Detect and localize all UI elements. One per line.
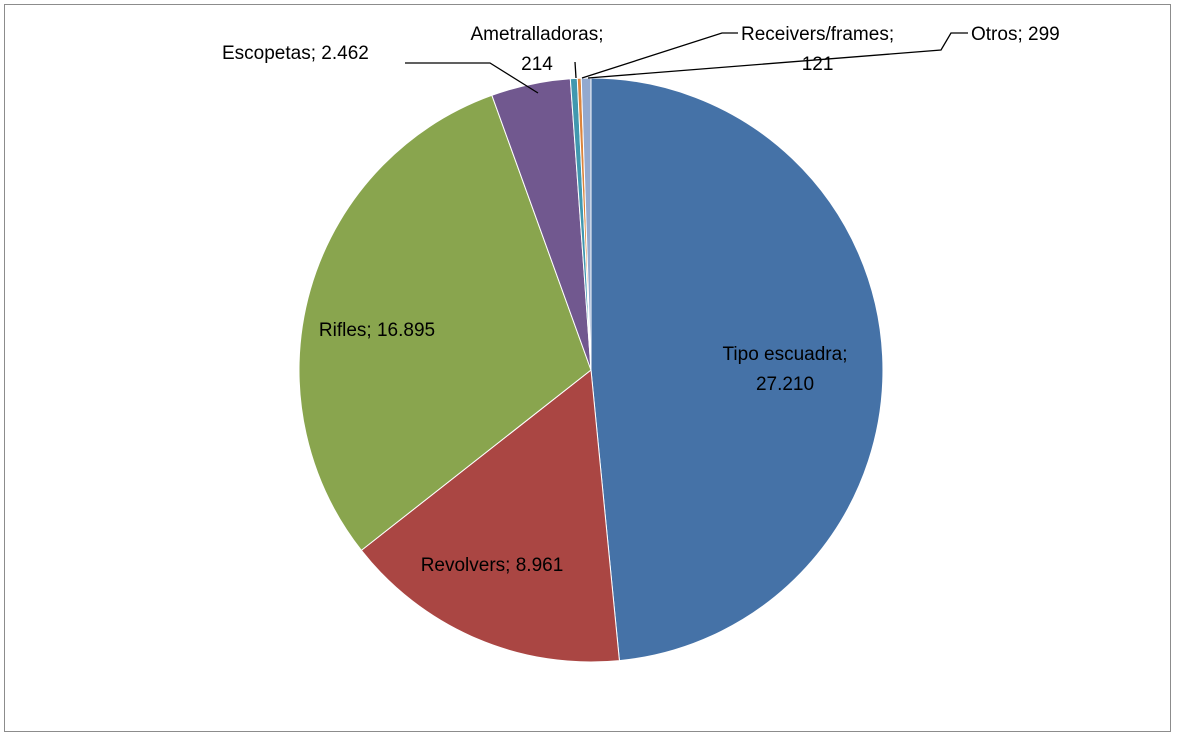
data-label-line: Tipo escuadra;	[723, 344, 848, 365]
data-label-line: 214	[521, 54, 553, 75]
data-label-receivers-frames: Receivers/frames; 121	[741, 24, 894, 75]
data-label-ametralladoras: Ametralladoras; 214	[470, 24, 603, 75]
data-label-line: Rifles; 16.895	[319, 320, 435, 341]
data-label-line: Revolvers; 8.961	[421, 555, 564, 576]
data-label-line: Escopetas; 2.462	[222, 43, 369, 64]
leader-line-escopetas	[405, 62, 539, 94]
leader-line-otros	[587, 32, 968, 79]
pie-slices	[298, 77, 884, 663]
data-label-escopetas: Escopetas; 2.462	[222, 43, 369, 64]
leader-lines	[405, 32, 968, 94]
data-label-rifles: Rifles; 16.895	[319, 320, 435, 341]
data-label-line: Ametralladoras;	[470, 24, 603, 45]
leader-line-ametralladoras	[574, 61, 577, 79]
data-label-line: 27.210	[756, 374, 814, 395]
data-label-tipo-escuadra: Tipo escuadra; 27.210	[723, 344, 848, 395]
data-label-revolvers: Revolvers; 8.961	[421, 555, 564, 576]
data-labels: Tipo escuadra; 27.210 Revolvers; 8.961 Rifl…	[222, 24, 1060, 576]
pie-slice-tipo-escuadra	[590, 77, 884, 662]
data-label-line: Otros; 299	[971, 24, 1060, 45]
data-label-line: 121	[802, 54, 834, 75]
pie-slice-revolvers	[360, 369, 620, 663]
data-label-otros: Otros; 299	[971, 24, 1060, 45]
leader-line-receivers-frames	[581, 32, 738, 79]
data-label-line: Receivers/frames;	[741, 24, 894, 45]
pie-slice-rifles	[298, 94, 592, 552]
